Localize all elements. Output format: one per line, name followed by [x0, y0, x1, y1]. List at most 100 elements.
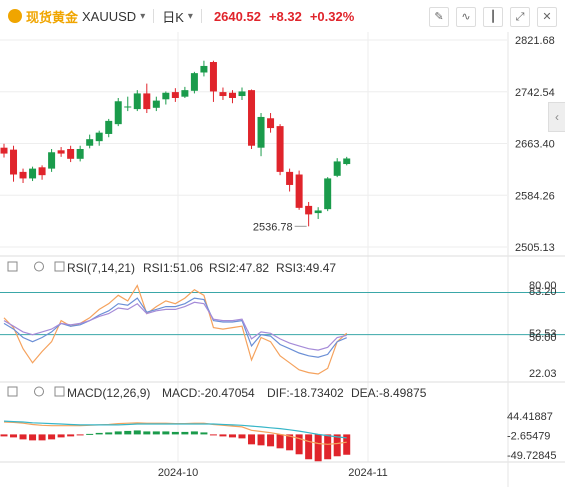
rsi-y-tick-label: 80.00 [529, 280, 557, 292]
price-change-percent: +0.32% [309, 8, 355, 24]
macd-histogram-bar [67, 434, 75, 437]
macd-histogram-bar [333, 434, 341, 457]
close-indicator-icon [54, 261, 65, 272]
rsi-series-line-3 [3, 301, 347, 351]
x-tick-label: 2024-10 [158, 467, 198, 479]
macd-histogram-bar [209, 434, 217, 436]
rsi-series-line-2 [3, 297, 347, 358]
macd-histogram-bar [86, 433, 94, 435]
candle-body [333, 161, 341, 176]
candle-body [86, 139, 94, 146]
rsi-y-tick-label: 52.53 [529, 328, 557, 340]
rsi-y-tick-label: 50.00 [529, 332, 557, 344]
draw-line-icon[interactable]: ✎ [429, 7, 449, 27]
candle-body [276, 126, 284, 172]
candle-body [314, 210, 322, 214]
candle-body [143, 93, 151, 110]
rsi-legend-title: RSI(7,14,21) [67, 261, 135, 275]
candle-body [190, 73, 198, 91]
toolbar: ✎ ∿ ┃ ⤢ ✕ [429, 7, 557, 27]
macd-histogram-bar [95, 432, 103, 435]
y-tick-label: 2821.68 [515, 35, 555, 47]
low-annotation: 2536.78 [253, 221, 293, 233]
macd-histogram-bar [124, 430, 132, 435]
dif-legend-value: DIF:-18.73402 [267, 386, 344, 400]
hide-indicator-icon [7, 261, 18, 272]
x-tick-label: 2024-11 [348, 467, 388, 479]
price-change: +8.32 [268, 8, 302, 24]
candle-body [324, 178, 332, 210]
candle-body [57, 150, 65, 154]
macd-histogram-bar [238, 434, 246, 439]
macd-histogram-bar [10, 434, 18, 438]
macd-histogram-bar [248, 434, 256, 445]
candle-body [238, 91, 246, 97]
last-price: 2640.52 [213, 8, 261, 24]
candle-body [38, 167, 46, 176]
candle-body [295, 174, 303, 208]
candle-body [114, 101, 122, 125]
instrument-symbol[interactable]: XAUUSD [82, 8, 137, 24]
candle-body [105, 120, 113, 134]
candle-body [29, 168, 37, 179]
candle-body [48, 152, 56, 169]
macd-histogram-bar [286, 434, 294, 451]
candle-body [267, 118, 275, 129]
settings-icon [34, 386, 44, 397]
macd-histogram-bar [228, 434, 236, 438]
candle-body [67, 148, 75, 159]
macd-histogram-bar [314, 434, 322, 462]
candle-body [228, 92, 236, 98]
timeframe-selector[interactable]: 日K [162, 9, 184, 25]
rsi2-legend: RSI2:47.82 [209, 261, 269, 275]
candle-body [219, 92, 227, 97]
macd-histogram-bar [257, 434, 265, 446]
collapse-panel-button[interactable]: ‹ [548, 102, 565, 132]
rsi-series-line-1 [3, 284, 348, 375]
candle-body [305, 205, 313, 215]
macd-histogram-bar [57, 434, 65, 438]
settings-icon [34, 261, 44, 272]
chevron-down-icon[interactable]: ▾ [187, 10, 193, 22]
macd-histogram-bar [76, 434, 84, 436]
rsi3-legend: RSI3:49.47 [276, 261, 336, 275]
close-icon[interactable]: ✕ [537, 7, 557, 27]
candle-body [76, 148, 84, 159]
macd-histogram-bar [152, 431, 160, 435]
macd-histogram-bar [162, 431, 170, 435]
fullscreen-icon[interactable]: ⤢ [510, 7, 530, 27]
y-tick-label: 2505.13 [515, 242, 555, 254]
hide-indicator-icon [7, 386, 18, 397]
y-tick-label: 2584.26 [515, 190, 555, 202]
gold-coin-icon [8, 9, 22, 23]
macd-histogram-bar [38, 434, 46, 441]
candle-body [95, 132, 103, 142]
macd-legend-title: MACD(12,26,9) [67, 386, 150, 400]
instrument-name[interactable]: 现货黄金 [26, 9, 79, 25]
candle-body [343, 158, 351, 165]
chart-header: 现货黄金 XAUUSD ▾ 日K ▾ 2640.52 +8.32 +0.32% … [0, 0, 565, 32]
candle-body [19, 171, 27, 179]
macd-histogram-bar [171, 431, 179, 435]
macd-dea-line [3, 420, 347, 439]
candle-type-icon[interactable]: ┃ [483, 7, 503, 27]
macd-histogram-bar [324, 434, 332, 460]
rsi1-legend: RSI1:51.06 [143, 261, 203, 275]
macd-histogram-bar [295, 434, 303, 455]
macd-histogram-bar [105, 432, 113, 435]
candle-body [200, 65, 208, 73]
macd-histogram-bar [19, 434, 27, 440]
macd-histogram-bar [267, 434, 275, 447]
candle-body [181, 90, 189, 97]
rsi-y-tick-label: 83.20 [529, 286, 557, 298]
chevron-down-icon[interactable]: ▾ [140, 10, 146, 22]
y-tick-label: 2663.40 [515, 139, 555, 151]
candle-body [152, 100, 160, 108]
indicator-icon[interactable]: ∿ [456, 7, 476, 27]
divider [200, 9, 202, 23]
macd-y-tick-label: -2.65479 [507, 431, 550, 443]
macd-histogram-bar [190, 431, 198, 435]
macd-histogram-bar [0, 434, 8, 437]
macd-histogram-bar [276, 434, 284, 449]
